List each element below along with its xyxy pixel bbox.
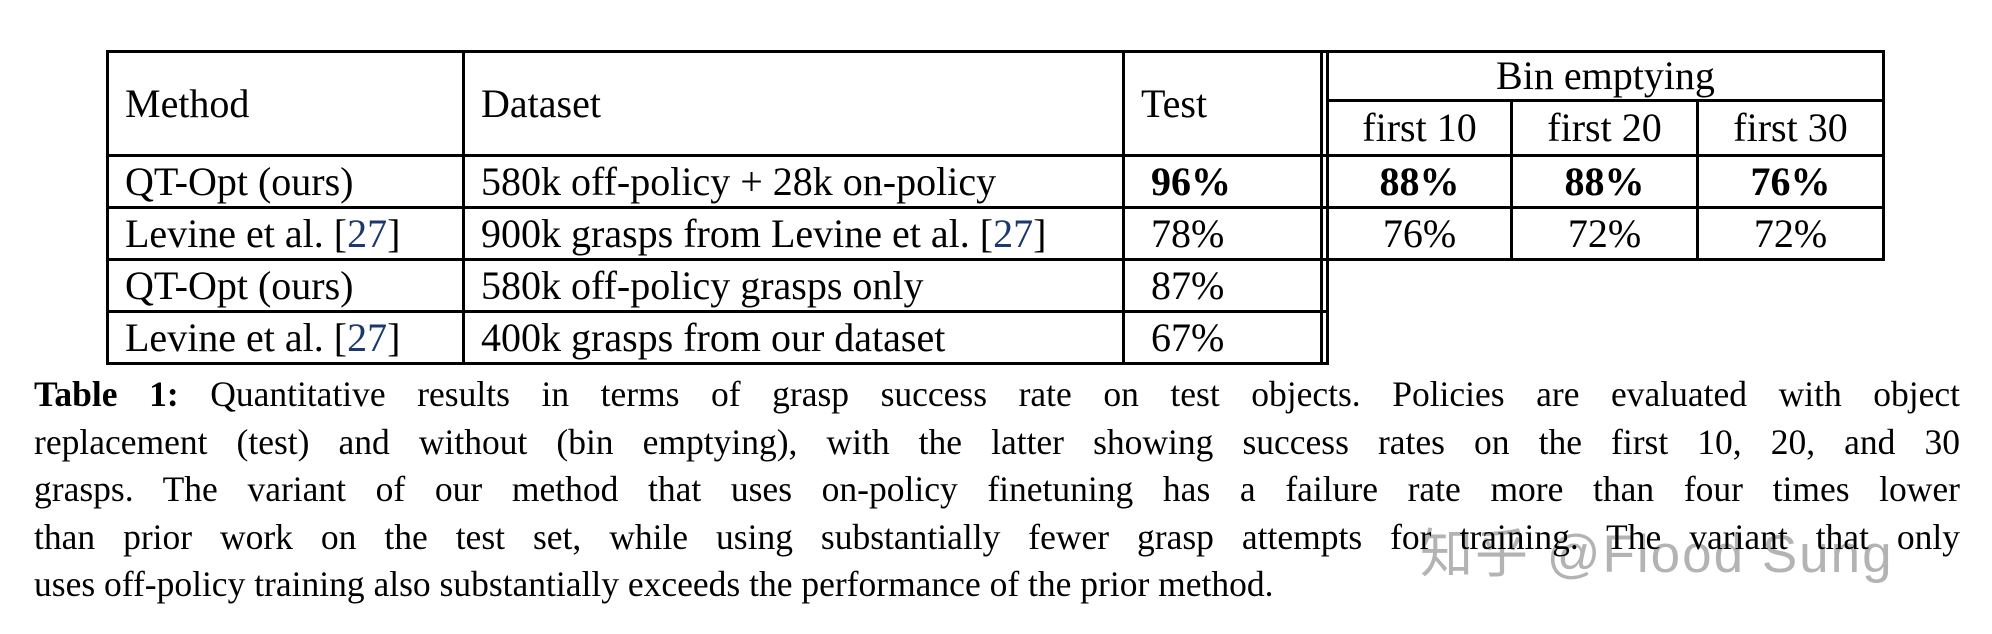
- method-text: QT-Opt (ours): [125, 158, 354, 204]
- citation-link-27[interactable]: 27: [347, 314, 388, 360]
- col-header-test: Test: [1122, 50, 1323, 157]
- col-header-first-30: first 30: [1696, 99, 1885, 157]
- cell-first30-value: 76%: [1696, 154, 1885, 209]
- double-rule-gap: [1320, 206, 1329, 261]
- col-header-method: Method: [106, 50, 465, 157]
- bin-emptying-empty-region: [1328, 260, 1884, 312]
- cell-test-value: 67%: [1122, 310, 1323, 365]
- dataset-text: 580k off-policy + 28k on-policy: [481, 158, 997, 204]
- method-text: QT-Opt (ours): [125, 262, 354, 308]
- dataset-text: 580k off-policy grasps only: [481, 262, 924, 308]
- method-text: ]: [387, 314, 401, 360]
- cell-method: Levine et al. [27]: [106, 206, 465, 261]
- col-header-first-10: first 10: [1326, 99, 1513, 157]
- cell-dataset: 400k grasps from our dataset: [462, 310, 1125, 365]
- table-row: Levine et al. [27] 900k grasps from Levi…: [106, 206, 1885, 261]
- dataset-text: 400k grasps from our dataset: [481, 314, 946, 360]
- cell-first10-value: 88%: [1326, 154, 1513, 209]
- citation-link-27[interactable]: 27: [993, 210, 1034, 256]
- cell-test-value: 96%: [1122, 154, 1323, 209]
- cell-method: QT-Opt (ours): [106, 154, 465, 209]
- cell-first30-value: 72%: [1696, 206, 1885, 261]
- cell-test-value: 78%: [1122, 206, 1323, 261]
- table-row: QT-Opt (ours) 580k off-policy + 28k on-p…: [106, 154, 1885, 209]
- caption-line: than prior work on the test set, while u…: [34, 516, 1960, 557]
- double-rule-gap: [1320, 258, 1329, 313]
- caption-line: Table 1: Quantitative results in terms o…: [34, 371, 1960, 419]
- results-table: Method Dataset Test Bin emptying first 1…: [106, 50, 1885, 365]
- method-text: ]: [387, 210, 401, 256]
- method-text: Levine et al. [: [125, 314, 348, 360]
- caption-label: Table 1:: [34, 374, 179, 414]
- table-caption: Table 1: Quantitative results in terms o…: [34, 371, 1960, 609]
- cell-dataset: 580k off-policy + 28k on-policy: [462, 154, 1125, 209]
- cell-first20-value: 72%: [1510, 206, 1699, 261]
- caption-text: Quantitative results in terms of grasp s…: [178, 374, 1960, 414]
- bin-emptying-empty-region: [1328, 312, 1884, 364]
- table-row: QT-Opt (ours) 580k off-policy grasps onl…: [106, 258, 1884, 313]
- cell-dataset: 580k off-policy grasps only: [462, 258, 1125, 313]
- cell-method: QT-Opt (ours): [106, 258, 465, 313]
- double-rule-gap: [1320, 154, 1329, 209]
- citation-link-27[interactable]: 27: [347, 210, 388, 256]
- dataset-text: 900k grasps from Levine et al. [: [481, 210, 994, 256]
- zhihu-watermark: 知乎 @Flood Sung: [1420, 525, 1894, 584]
- method-text: Levine et al. [: [125, 210, 348, 256]
- cell-dataset: 900k grasps from Levine et al. [27]: [462, 206, 1125, 261]
- cell-first20-value: 88%: [1510, 154, 1699, 209]
- cell-first10-value: 76%: [1326, 206, 1513, 261]
- dataset-text: ]: [1033, 210, 1047, 256]
- col-header-first-20: first 20: [1510, 99, 1699, 157]
- double-rule-gap: [1320, 310, 1329, 365]
- caption-line: replacement (test) and without (bin empt…: [34, 421, 1960, 462]
- cell-test-value: 87%: [1122, 258, 1323, 313]
- caption-line: grasps. The variant of our method that u…: [34, 469, 1960, 509]
- double-rule-gap: [1320, 50, 1329, 157]
- col-header-bin-emptying: Bin emptying: [1326, 50, 1885, 102]
- caption-line: uses off-policy training also substantia…: [34, 564, 1274, 604]
- cell-method: Levine et al. [27]: [106, 310, 465, 365]
- table-row: Levine et al. [27] 400k grasps from our …: [106, 310, 1884, 365]
- col-header-dataset: Dataset: [462, 50, 1125, 157]
